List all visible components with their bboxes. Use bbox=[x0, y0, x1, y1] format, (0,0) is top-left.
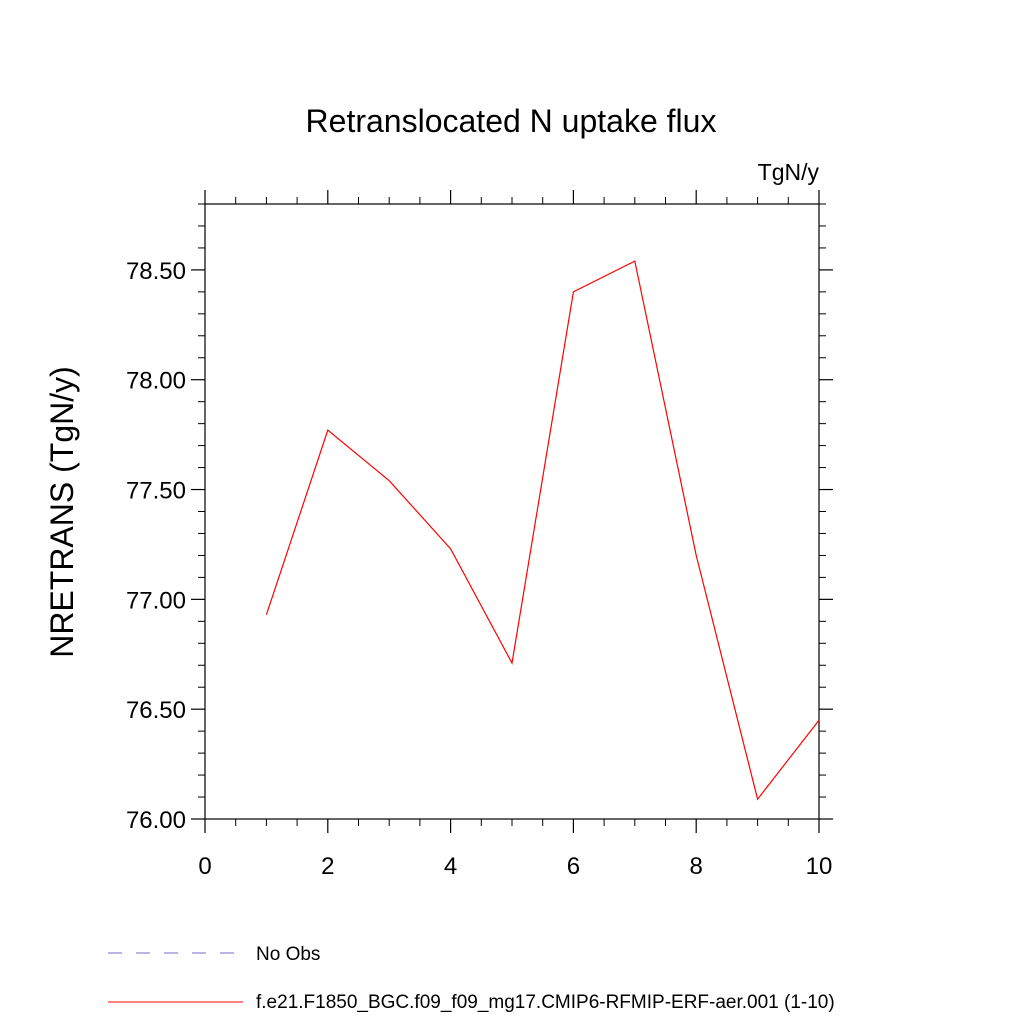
series-line bbox=[265, 260, 820, 801]
y-tick-label: 76.50 bbox=[126, 697, 186, 724]
x-tick-label: 10 bbox=[806, 853, 833, 880]
legend-label-model-run: f.e21.F1850_BGC.f09_f09_mg17.CMIP6-RFMIP… bbox=[256, 992, 835, 1013]
legend-label-no-obs: No Obs bbox=[256, 944, 320, 965]
x-tick-label: 4 bbox=[444, 853, 457, 880]
x-tick-label: 6 bbox=[567, 853, 580, 880]
plot-frame bbox=[204, 203, 820, 820]
y-tick-label: 77.50 bbox=[126, 478, 186, 505]
legend: No Obs f.e21.F1850_BGC.f09_f09_mg17.CMIP… bbox=[108, 944, 835, 1013]
y-tick-label: 76.00 bbox=[126, 807, 186, 834]
y-axis-label: NRETRANS (TgN/y) bbox=[44, 366, 80, 658]
series-layer bbox=[265, 260, 820, 801]
units-label: TgN/y bbox=[758, 159, 820, 185]
y-tick-label: 78.00 bbox=[126, 368, 186, 395]
y-tick-label: 77.00 bbox=[126, 587, 186, 614]
x-tick-label: 2 bbox=[321, 853, 334, 880]
axis-ticks bbox=[191, 190, 833, 833]
x-tick-label: 8 bbox=[690, 853, 703, 880]
y-tick-label: 78.50 bbox=[126, 258, 186, 285]
x-tick-label: 0 bbox=[198, 853, 211, 880]
chart-title: Retranslocated N uptake flux bbox=[306, 103, 717, 139]
tick-labels: 0 2 4 6 8 10 76.00 76.50 77.00 77.50 78.00 78.50 bbox=[126, 258, 832, 880]
